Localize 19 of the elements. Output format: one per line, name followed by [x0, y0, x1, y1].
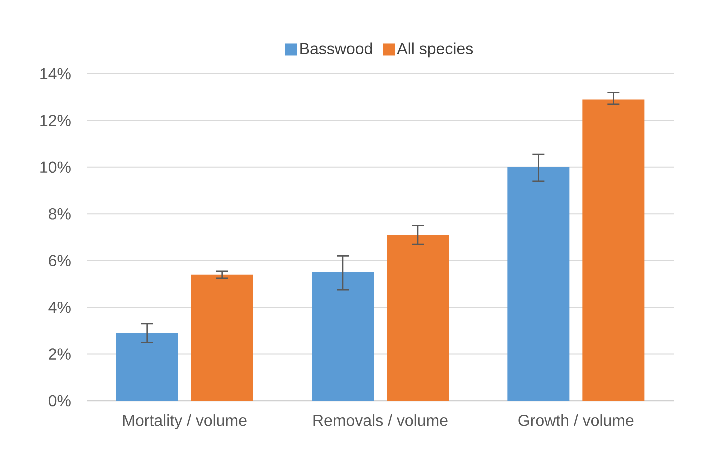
- y-tick-label: 0%: [48, 395, 71, 407]
- legend-label: Basswood: [300, 42, 372, 54]
- bar: [508, 167, 570, 401]
- bar: [387, 235, 450, 401]
- y-tick-label: 12%: [40, 115, 71, 126]
- bar: [582, 100, 645, 401]
- x-tick-label: Growth / volume: [518, 414, 634, 426]
- y-tick-label: 4%: [48, 302, 71, 314]
- x-tick-label: Removals / volume: [314, 414, 448, 426]
- y-tick-label: 2%: [49, 348, 71, 360]
- legend-label: All species: [397, 42, 474, 58]
- y-tick-label: 6%: [49, 255, 71, 267]
- bar: [191, 274, 254, 401]
- x-tick-label: Mortality / volume: [123, 414, 247, 430]
- y-tick-label: 14%: [40, 68, 71, 80]
- y-tick-label: 10%: [40, 162, 71, 174]
- bar: [312, 272, 374, 401]
- y-tick-label: 8%: [49, 208, 71, 220]
- bar: [116, 333, 178, 401]
